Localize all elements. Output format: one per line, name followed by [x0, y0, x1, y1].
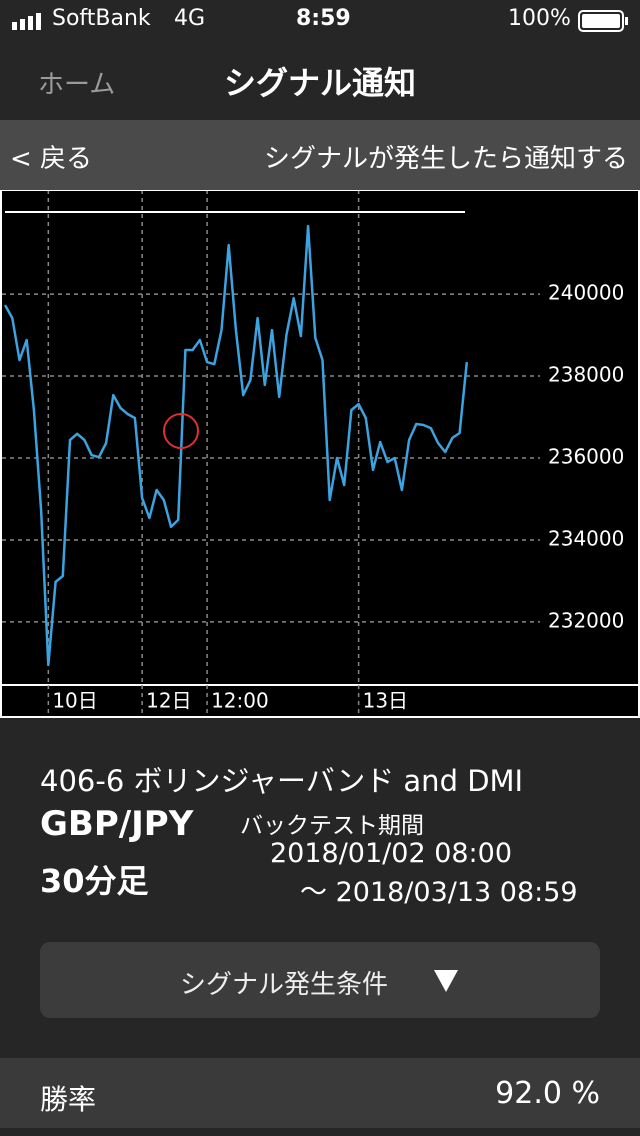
- carrier: SoftBank: [52, 6, 151, 31]
- button-label: シグナル発生条件: [180, 970, 389, 1000]
- x-tick-label: 13日: [363, 689, 408, 713]
- chart-bg: [0, 190, 640, 718]
- price-line: [4, 224, 469, 667]
- back-button[interactable]: < 戻る: [10, 144, 93, 174]
- network: 4G: [174, 6, 206, 31]
- x-tick-label: 12日: [146, 689, 191, 713]
- stat-label: 勝率: [40, 1083, 97, 1116]
- annotation-circle: [163, 413, 199, 449]
- stats-row: 勝率 92.0 %: [0, 1058, 640, 1128]
- dropdown-arrow: [434, 970, 458, 992]
- clock: 8:59: [296, 6, 351, 31]
- period-start: 2018/01/02 08:00: [270, 838, 513, 869]
- x-tick-label: 10日: [52, 689, 97, 713]
- chart-border: [0, 190, 640, 718]
- battery-icon: [578, 10, 628, 32]
- battery-text: 100%: [508, 6, 571, 31]
- x-tick-label: 12:00: [211, 689, 269, 713]
- y-tick-label: 236000: [548, 444, 624, 468]
- strategy-name: 406-6 ボリンジャーバンド and DMI: [40, 764, 524, 798]
- y-tick-label: 234000: [548, 526, 624, 550]
- home-link[interactable]: ホーム: [38, 70, 116, 100]
- y-tick-label: 232000: [548, 608, 624, 632]
- period-end: ～ 2018/03/13 08:59: [300, 877, 578, 908]
- conditions-button[interactable]: シグナル発生条件: [40, 942, 600, 1018]
- timeframe: 30分足: [40, 862, 149, 900]
- y-tick-label: 240000: [548, 281, 624, 305]
- signal-icon: [12, 13, 41, 30]
- period-label: バックテスト期間: [240, 813, 424, 839]
- notify-button[interactable]: シグナルが発生したら通知する: [263, 144, 628, 174]
- stat-value: 92.0 %: [495, 1076, 600, 1111]
- header: SoftBank 4G 8:59 100% ホーム シグナル通知: [0, 0, 640, 120]
- currency-pair: GBP/JPY: [40, 804, 194, 844]
- y-tick-label: 238000: [548, 363, 624, 387]
- sub-bar: < 戻る シグナルが発生したら通知する: [0, 120, 640, 190]
- chart: 232000 234000 236000 238000 240000 10日 12日 12:0…: [0, 190, 640, 718]
- page-title: シグナル通知: [223, 64, 416, 102]
